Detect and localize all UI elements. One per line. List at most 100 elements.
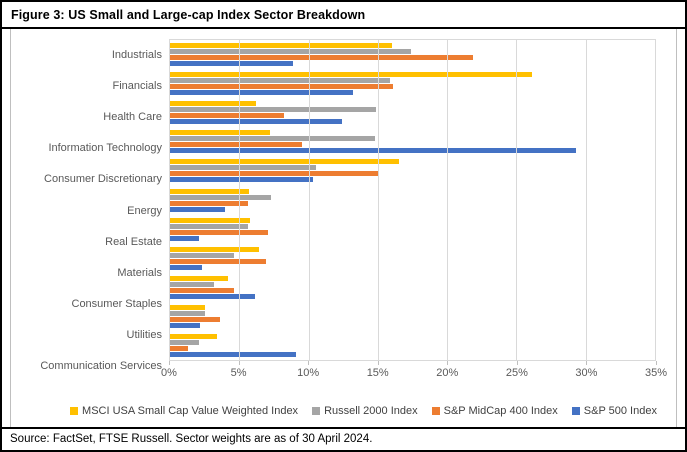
bar-msci-usa-small-cap-value-weighted-index-consumer-staples bbox=[170, 275, 229, 281]
gridline-15 bbox=[377, 40, 379, 360]
bar-russell-2000-index-industrials bbox=[170, 49, 412, 55]
category-label-industrials: Industrials bbox=[111, 48, 162, 61]
bar-s-p-midcap-400-index-materials bbox=[170, 258, 266, 264]
plot-row: Industrials Financials Health Care Informat… bbox=[11, 39, 676, 382]
bar-s-p-midcap-400-index-real-estate bbox=[170, 229, 269, 235]
bar-s-p-midcap-400-index-energy bbox=[170, 200, 248, 206]
bar-s-p-500-index-consumer-discretionary bbox=[170, 177, 313, 183]
legend-label: S&P 500 Index bbox=[583, 405, 657, 417]
bar-msci-usa-small-cap-value-weighted-index-information-technology bbox=[170, 130, 270, 136]
bar-s-p-midcap-400-index-consumer-staples bbox=[170, 287, 234, 293]
gridline-10 bbox=[308, 40, 310, 360]
bar-s-p-500-index-information-technology bbox=[170, 148, 576, 154]
bar-msci-usa-small-cap-value-weighted-index-communication-services bbox=[170, 333, 218, 339]
bar-s-p-midcap-400-index-financials bbox=[170, 84, 394, 90]
category-label-financials: Financials bbox=[112, 79, 162, 92]
legend-item-s-p-500-index: S&P 500 Index bbox=[571, 405, 657, 417]
axis-tick-label-5: 5% bbox=[230, 367, 247, 379]
bar-s-p-500-index-energy bbox=[170, 206, 226, 212]
axis-tick-10 bbox=[308, 361, 310, 365]
legend-swatch-icon bbox=[571, 407, 580, 415]
bar-russell-2000-index-communication-services bbox=[170, 339, 200, 345]
axis-tick-label-0: 0% bbox=[161, 367, 177, 379]
legend-swatch-icon bbox=[431, 407, 440, 415]
axis-tick-25 bbox=[516, 361, 518, 365]
bar-s-p-500-index-financials bbox=[170, 90, 353, 96]
axis-tick-0 bbox=[169, 361, 170, 365]
category-label-health-care: Health Care bbox=[103, 110, 162, 123]
axis-tick-15 bbox=[377, 361, 379, 365]
legend-swatch-icon bbox=[312, 407, 321, 415]
bar-russell-2000-index-financials bbox=[170, 78, 391, 84]
bar-s-p-500-index-industrials bbox=[170, 61, 294, 67]
chart-frame: Industrials Financials Health Care Informat… bbox=[10, 29, 677, 427]
bar-group-financials bbox=[170, 69, 655, 98]
axis-tick-35 bbox=[656, 361, 657, 365]
x-axis-labels: 0% 5% 10% 15% 20% 25% 30% 35% bbox=[161, 366, 667, 382]
bar-msci-usa-small-cap-value-weighted-index-real-estate bbox=[170, 217, 251, 223]
legend-item-s-p-midcap-400-index: S&P MidCap 400 Index bbox=[431, 405, 558, 417]
bar-s-p-midcap-400-index-health-care bbox=[170, 113, 284, 119]
category-axis: Industrials Financials Health Care Informat… bbox=[11, 39, 169, 382]
axis-tick-label-35: 35% bbox=[644, 367, 668, 379]
category-label-materials: Materials bbox=[117, 266, 162, 279]
figure-title: Figure 3: US Small and Large-cap Index S… bbox=[2, 2, 685, 29]
bar-group-industrials bbox=[170, 40, 655, 69]
bar-group-consumer-staples bbox=[170, 273, 655, 302]
bar-rows bbox=[170, 40, 655, 360]
category-label-real-estate: Real Estate bbox=[105, 235, 162, 248]
bar-s-p-midcap-400-index-communication-services bbox=[170, 345, 188, 351]
legend-item-russell-2000-index: Russell 2000 Index bbox=[312, 405, 418, 417]
category-label-communication-services: Communication Services bbox=[40, 360, 162, 373]
source-note: Source: FactSet, FTSE Russell. Sector we… bbox=[2, 427, 685, 450]
legend-label: Russell 2000 Index bbox=[324, 405, 418, 417]
legend-item-msci-usa-small-cap-value-weighted-index: MSCI USA Small Cap Value Weighted Index bbox=[70, 405, 298, 417]
category-label-information-technology: Information Technology bbox=[48, 142, 162, 155]
axis-tick-label-20: 20% bbox=[436, 367, 459, 379]
gridline-20 bbox=[447, 40, 449, 360]
legend-label: MSCI USA Small Cap Value Weighted Index bbox=[82, 405, 299, 417]
bar-s-p-500-index-utilities bbox=[170, 322, 201, 328]
bar-group-utilities bbox=[170, 302, 655, 331]
bar-group-consumer-discretionary bbox=[170, 156, 655, 185]
axis-tick-5 bbox=[238, 361, 240, 365]
bar-msci-usa-small-cap-value-weighted-index-financials bbox=[170, 72, 532, 78]
bar-msci-usa-small-cap-value-weighted-index-consumer-discretionary bbox=[170, 159, 399, 165]
axis-tick-30 bbox=[586, 361, 588, 365]
bar-group-energy bbox=[170, 185, 655, 214]
axis-tick-label-30: 30% bbox=[575, 367, 598, 379]
plot-area bbox=[169, 39, 656, 361]
bar-russell-2000-index-health-care bbox=[170, 107, 377, 113]
axis-tick-label-10: 10% bbox=[297, 367, 320, 379]
bar-s-p-500-index-health-care bbox=[170, 119, 342, 125]
bar-group-health-care bbox=[170, 98, 655, 127]
bar-msci-usa-small-cap-value-weighted-index-energy bbox=[170, 188, 249, 194]
bar-msci-usa-small-cap-value-weighted-index-utilities bbox=[170, 304, 205, 310]
axis-tick-label-15: 15% bbox=[366, 367, 389, 379]
bar-group-real-estate bbox=[170, 215, 655, 244]
bar-group-information-technology bbox=[170, 127, 655, 156]
bar-russell-2000-index-utilities bbox=[170, 310, 205, 316]
bar-msci-usa-small-cap-value-weighted-index-industrials bbox=[170, 43, 392, 49]
bar-russell-2000-index-consumer-discretionary bbox=[170, 165, 316, 171]
bar-russell-2000-index-information-technology bbox=[170, 136, 376, 142]
bar-group-materials bbox=[170, 244, 655, 273]
axis-tick-20 bbox=[447, 361, 449, 365]
bar-s-p-midcap-400-index-industrials bbox=[170, 55, 474, 61]
gridline-30 bbox=[585, 40, 587, 360]
bar-s-p-500-index-real-estate bbox=[170, 235, 200, 241]
plot-wrap: 0% 5% 10% 15% 20% 25% 30% 35% bbox=[161, 39, 667, 382]
gridline-25 bbox=[516, 40, 518, 360]
bar-s-p-midcap-400-index-information-technology bbox=[170, 142, 302, 148]
category-label-energy: Energy bbox=[127, 204, 162, 217]
legend-swatch-icon bbox=[70, 407, 79, 415]
category-label-utilities: Utilities bbox=[126, 329, 162, 342]
category-label-consumer-discretionary: Consumer Discretionary bbox=[44, 173, 162, 186]
bar-s-p-500-index-communication-services bbox=[170, 351, 297, 357]
bar-s-p-500-index-materials bbox=[170, 264, 202, 270]
legend-label: S&P MidCap 400 Index bbox=[443, 405, 558, 417]
bar-s-p-midcap-400-index-utilities bbox=[170, 316, 220, 322]
axis-tick-label-25: 25% bbox=[505, 367, 528, 379]
bar-s-p-midcap-400-index-consumer-discretionary bbox=[170, 171, 380, 177]
